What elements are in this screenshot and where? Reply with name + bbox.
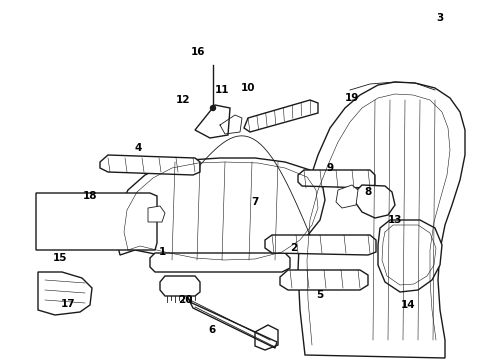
Polygon shape <box>38 272 92 315</box>
Polygon shape <box>115 158 325 265</box>
Polygon shape <box>36 193 157 250</box>
Polygon shape <box>244 100 318 132</box>
Polygon shape <box>160 276 200 296</box>
Text: 12: 12 <box>176 95 190 105</box>
Text: 18: 18 <box>83 191 97 201</box>
Text: 10: 10 <box>241 83 255 93</box>
Polygon shape <box>255 325 278 350</box>
Text: 2: 2 <box>291 243 297 253</box>
Text: 11: 11 <box>215 85 229 95</box>
Polygon shape <box>195 105 230 138</box>
Text: 1: 1 <box>158 247 166 257</box>
Polygon shape <box>150 253 290 272</box>
Text: 14: 14 <box>401 300 416 310</box>
Text: 20: 20 <box>178 295 192 305</box>
Text: 13: 13 <box>388 215 402 225</box>
Polygon shape <box>148 206 165 222</box>
Text: 3: 3 <box>437 13 443 23</box>
Text: 4: 4 <box>134 143 142 153</box>
Circle shape <box>211 105 216 111</box>
Polygon shape <box>100 155 200 175</box>
Polygon shape <box>280 270 368 290</box>
Text: 19: 19 <box>345 93 359 103</box>
Text: 8: 8 <box>365 187 371 197</box>
Text: 17: 17 <box>61 299 75 309</box>
Text: 16: 16 <box>191 47 205 57</box>
Text: 5: 5 <box>317 290 323 300</box>
Text: 7: 7 <box>251 197 259 207</box>
Text: 9: 9 <box>326 163 334 173</box>
Polygon shape <box>265 235 376 255</box>
Polygon shape <box>336 185 358 208</box>
Text: 6: 6 <box>208 325 216 335</box>
Text: 15: 15 <box>53 253 67 263</box>
Polygon shape <box>355 185 395 218</box>
Polygon shape <box>298 170 375 188</box>
Polygon shape <box>378 220 442 292</box>
Polygon shape <box>298 82 465 358</box>
